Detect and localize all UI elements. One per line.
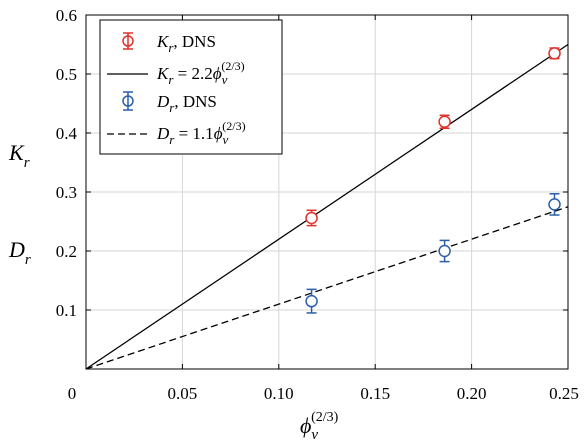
- x-tick-labels: 0 0.05 0.10 0.15 0.20 0.25: [68, 384, 579, 403]
- legend-label-kr-dns: Kr, DNS: [156, 32, 216, 55]
- x-axis-label: ϕv(2/3): [300, 410, 339, 443]
- data-points: [305, 47, 561, 314]
- data-point-marker: [548, 47, 561, 60]
- y-tick-label: 0.4: [56, 124, 78, 143]
- fit-lines: [85, 43, 569, 370]
- y-tick-label: 0.6: [56, 6, 77, 25]
- legend-label-dr-dns: Dr, DNS: [156, 92, 217, 115]
- data-point-marker: [438, 115, 451, 129]
- data-point-marker: [305, 294, 318, 308]
- fit-line-3: [85, 206, 569, 370]
- data-point-marker: [438, 244, 451, 258]
- y-tick-label: 0.5: [56, 65, 77, 84]
- legend-label-kr-fit: Kr = 2.2ϕv(2/3): [156, 59, 245, 87]
- legend: Kr, DNS Kr = 2.2ϕv(2/3) Dr, DNS Dr = 1.1…: [99, 19, 283, 155]
- x-tick-label: 0.10: [264, 384, 294, 403]
- data-point-marker: [305, 211, 318, 225]
- legend-marker-dr: [122, 95, 134, 107]
- y-axis-label-d: Dr: [8, 237, 31, 268]
- x-tick-label: 0: [68, 384, 77, 403]
- y-tick-label: 0.2: [56, 242, 77, 261]
- legend-entry-kr-dns: Kr, DNS: [122, 32, 216, 55]
- legend-marker-kr: [122, 35, 134, 47]
- axis-ticks: [85, 14, 569, 369]
- legend-entry-kr-fit: Kr = 2.2ϕv(2/3): [107, 59, 245, 87]
- data-point-marker: [548, 198, 561, 211]
- legend-label-dr-fit: Dr = 1.1ϕv(2/3): [156, 119, 246, 147]
- x-tick-label: 0.15: [360, 384, 390, 403]
- fit-line-1: [85, 43, 569, 370]
- y-tick-labels: 0.1 0.2 0.3 0.4 0.5 0.6: [56, 6, 78, 320]
- y-tick-label: 0.3: [56, 183, 77, 202]
- x-tick-label: 0.25: [549, 384, 579, 403]
- legend-box: [99, 19, 283, 155]
- x-tick-label: 0.05: [168, 384, 198, 403]
- legend-entry-dr-fit: Dr = 1.1ϕv(2/3): [107, 119, 246, 147]
- legend-entry-dr-dns: Dr, DNS: [122, 91, 217, 115]
- x-tick-label: 0.20: [457, 384, 487, 403]
- y-axis-label-k: Kr: [8, 140, 30, 171]
- y-tick-label: 0.1: [56, 301, 77, 320]
